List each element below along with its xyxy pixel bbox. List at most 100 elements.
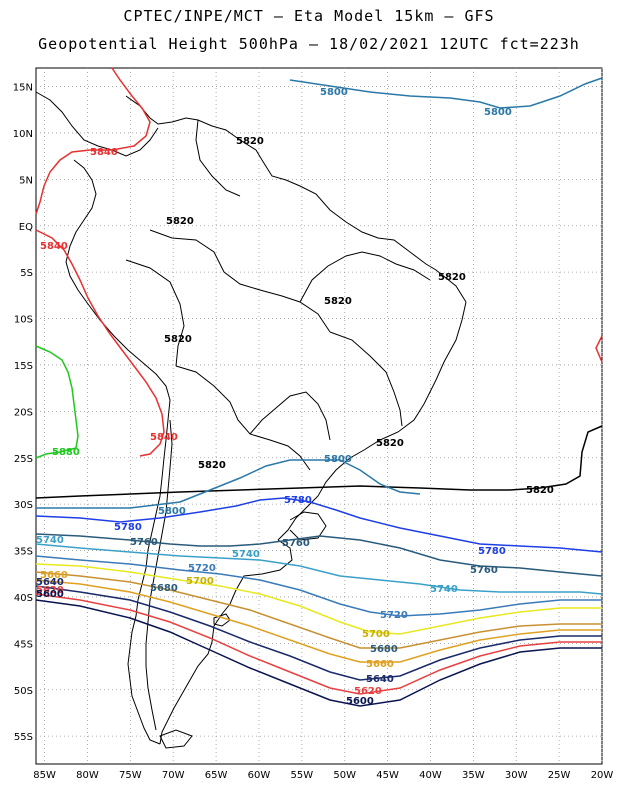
contour-5880 (35, 345, 79, 459)
lat-tick-label: 25S (14, 454, 33, 465)
contour-label-5720: 5720 (380, 610, 408, 621)
lat-tick-label: 35S (14, 547, 33, 558)
lat-tick-label: EQ (19, 222, 33, 233)
contour-5820 (35, 425, 603, 499)
contour-label-5720: 5720 (188, 563, 216, 574)
map-title: CPTEC/INPE/MCT – Eta Model 15km – GFS (123, 7, 495, 25)
contour-5800-north (289, 77, 603, 109)
lat-tick-label: 10N (13, 129, 33, 140)
lat-tick-label: 45S (14, 639, 33, 650)
lat-tick-label: 30S (14, 500, 33, 511)
lon-tick-label: 75W (119, 770, 142, 781)
lat-tick-label: 55S (14, 732, 33, 743)
coastline-west (65, 159, 171, 745)
contour-label-5820: 5820 (198, 460, 226, 471)
contour-5840-east (595, 335, 603, 363)
gridlines (36, 68, 603, 764)
contour-label-5840: 5840 (40, 241, 68, 252)
lat-tick-label: 15N (13, 83, 33, 94)
contour-5700 (35, 563, 602, 635)
contour-label-5780: 5780 (114, 522, 142, 533)
lon-tick-label: 25W (548, 770, 571, 781)
contour-label-5700: 5700 (362, 629, 390, 640)
border-brazil-states-2 (299, 251, 431, 303)
contour-label-5740: 5740 (430, 584, 458, 595)
coastline-caribbean (125, 95, 467, 303)
border-bolivia (175, 365, 311, 471)
contour-label-5640: 5640 (366, 674, 394, 685)
contour-5620 (35, 593, 602, 695)
lat-tick-label: 5N (19, 175, 33, 186)
contour-5740 (35, 543, 603, 595)
contour-5780 (35, 497, 603, 553)
border-uruguay (289, 511, 327, 541)
contour-label-5800: 5800 (320, 87, 348, 98)
contour-label-5600: 5600 (346, 696, 374, 707)
contour-label-5780: 5780 (478, 546, 506, 557)
lat-tick-label: 50S (14, 686, 33, 697)
lon-tick-label: 35W (462, 770, 485, 781)
contour-label-5680: 5680 (370, 644, 398, 655)
contour-label-5780: 5780 (284, 495, 312, 506)
coastlines (35, 91, 467, 749)
contour-label-5820: 5820 (166, 216, 194, 227)
lat-tick-label: 15S (14, 361, 33, 372)
lon-tick-label: 80W (76, 770, 99, 781)
lat-tick-label: 5S (20, 268, 33, 279)
contour-label-5660: 5660 (40, 570, 68, 581)
lon-tick-label: 20W (591, 770, 614, 781)
contour-label-5620: 5620 (36, 585, 64, 596)
border-colombia-venezuela (195, 119, 241, 197)
border-peru-brazil (125, 259, 185, 367)
contour-label-5760: 5760 (282, 538, 310, 549)
contour-label-5760: 5760 (470, 565, 498, 576)
contour-label-5740: 5740 (232, 549, 260, 560)
contour-label-5820: 5820 (526, 485, 554, 496)
contour-5720 (35, 555, 602, 617)
contour-5660 (35, 579, 602, 663)
contour-5600 (35, 599, 602, 707)
contour-label-5820: 5820 (236, 136, 264, 147)
contour-label-5680: 5680 (150, 583, 178, 594)
contour-label-5820: 5820 (438, 272, 466, 283)
contour-5840-coast (35, 229, 165, 457)
contour-label-5700: 5700 (186, 576, 214, 587)
lon-tick-label: 60W (248, 770, 271, 781)
lon-tick-label: 85W (33, 770, 56, 781)
contour-label-5740: 5740 (36, 535, 64, 546)
contour-label-5880: 5880 (52, 447, 80, 458)
contour-label-5820: 5820 (164, 334, 192, 345)
contour-5840-north (35, 67, 151, 215)
border-argentina-chile (145, 419, 173, 731)
lat-tick-label: 10S (14, 315, 33, 326)
contour-5760 (35, 533, 603, 577)
lat-tick-label: 40S (14, 593, 33, 604)
border-brazil-states (329, 331, 403, 427)
coastline-rio-plata (159, 539, 293, 745)
contour-label-5660: 5660 (366, 659, 394, 670)
contour-label-5760: 5760 (130, 537, 158, 548)
contour-label-5620: 5620 (354, 686, 382, 697)
lon-tick-label: 50W (333, 770, 356, 781)
lon-tick-label: 70W (162, 770, 185, 781)
lon-tick-label: 55W (291, 770, 314, 781)
coastline-central-america (35, 91, 159, 157)
contour-label-5800: 5800 (158, 506, 186, 517)
lon-tick-label: 40W (419, 770, 442, 781)
contour-label-5840: 5840 (90, 147, 118, 158)
map-frame (35, 67, 603, 765)
coastline-east-brazil (277, 301, 467, 541)
contour-label-5600: 5600 (36, 589, 64, 600)
contour-label-5800: 5800 (484, 107, 512, 118)
island-falklands (213, 613, 231, 627)
map-subtitle: Geopotential Height 500hPa – 18/02/2021 … (38, 35, 580, 53)
contour-label-5840: 5840 (150, 432, 178, 443)
contour-label-5820: 5820 (324, 296, 352, 307)
border-paraguay (249, 391, 331, 441)
contour-label-5640: 5640 (36, 577, 64, 588)
lon-tick-label: 65W (205, 770, 228, 781)
lon-tick-label: 45W (376, 770, 399, 781)
contour-label-5800: 5800 (324, 454, 352, 465)
lat-tick-label: 20S (14, 407, 33, 418)
